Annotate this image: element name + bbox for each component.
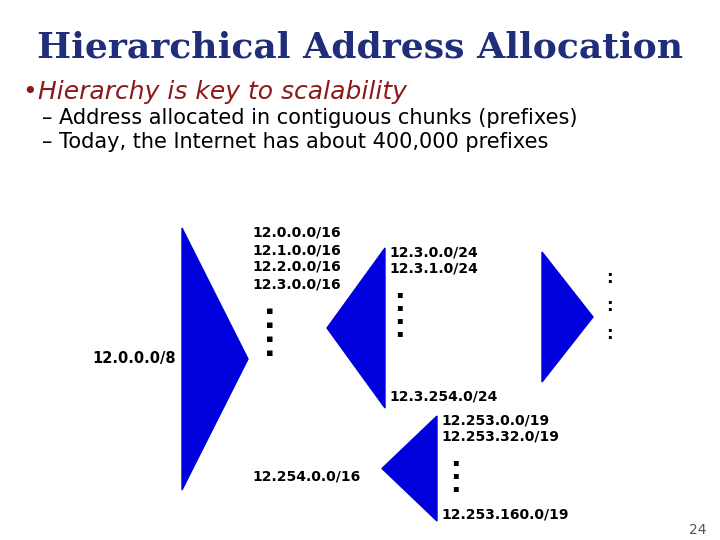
Text: Hierarchy is key to scalability: Hierarchy is key to scalability [38, 80, 407, 104]
Text: 12.3.254.0/24: 12.3.254.0/24 [389, 389, 498, 403]
Text: ▪: ▪ [266, 306, 274, 316]
Polygon shape [327, 248, 385, 408]
Text: 12.1.0.0/16: 12.1.0.0/16 [252, 243, 341, 257]
Text: 12.0.0.0/16: 12.0.0.0/16 [252, 226, 341, 240]
Text: ▪: ▪ [451, 470, 459, 480]
Text: ▪: ▪ [266, 348, 274, 358]
Text: :: : [606, 325, 612, 343]
Text: 24: 24 [688, 523, 706, 537]
Polygon shape [182, 228, 248, 490]
Text: 12.253.160.0/19: 12.253.160.0/19 [441, 508, 569, 522]
Text: 12.253.32.0/19: 12.253.32.0/19 [441, 430, 559, 444]
Text: 12.254.0.0/16: 12.254.0.0/16 [252, 469, 360, 483]
Text: ▪: ▪ [396, 302, 402, 312]
Text: 12.3.1.0/24: 12.3.1.0/24 [389, 262, 478, 276]
Text: ▪: ▪ [266, 320, 274, 330]
Text: ▪: ▪ [266, 334, 274, 344]
Text: ▪: ▪ [396, 315, 402, 325]
Text: 12.2.0.0/16: 12.2.0.0/16 [252, 260, 341, 274]
Text: Hierarchical Address Allocation: Hierarchical Address Allocation [37, 30, 683, 64]
Text: – Today, the Internet has about 400,000 prefixes: – Today, the Internet has about 400,000 … [42, 132, 549, 152]
Text: 12.253.0.0/19: 12.253.0.0/19 [441, 413, 549, 427]
Text: 12.3.0.0/16: 12.3.0.0/16 [252, 277, 341, 291]
Text: 12.0.0.0/8: 12.0.0.0/8 [92, 352, 176, 367]
Text: ▪: ▪ [396, 328, 402, 338]
Text: :: : [606, 269, 612, 287]
Polygon shape [542, 252, 593, 382]
Polygon shape [382, 416, 437, 521]
Text: ▪: ▪ [396, 289, 402, 299]
Text: ▪: ▪ [451, 457, 459, 467]
Text: 12.3.0.0/24: 12.3.0.0/24 [389, 245, 478, 259]
Text: ▪: ▪ [451, 483, 459, 493]
Text: •: • [22, 80, 37, 104]
Text: :: : [606, 297, 612, 315]
Text: – Address allocated in contiguous chunks (prefixes): – Address allocated in contiguous chunks… [42, 108, 577, 128]
